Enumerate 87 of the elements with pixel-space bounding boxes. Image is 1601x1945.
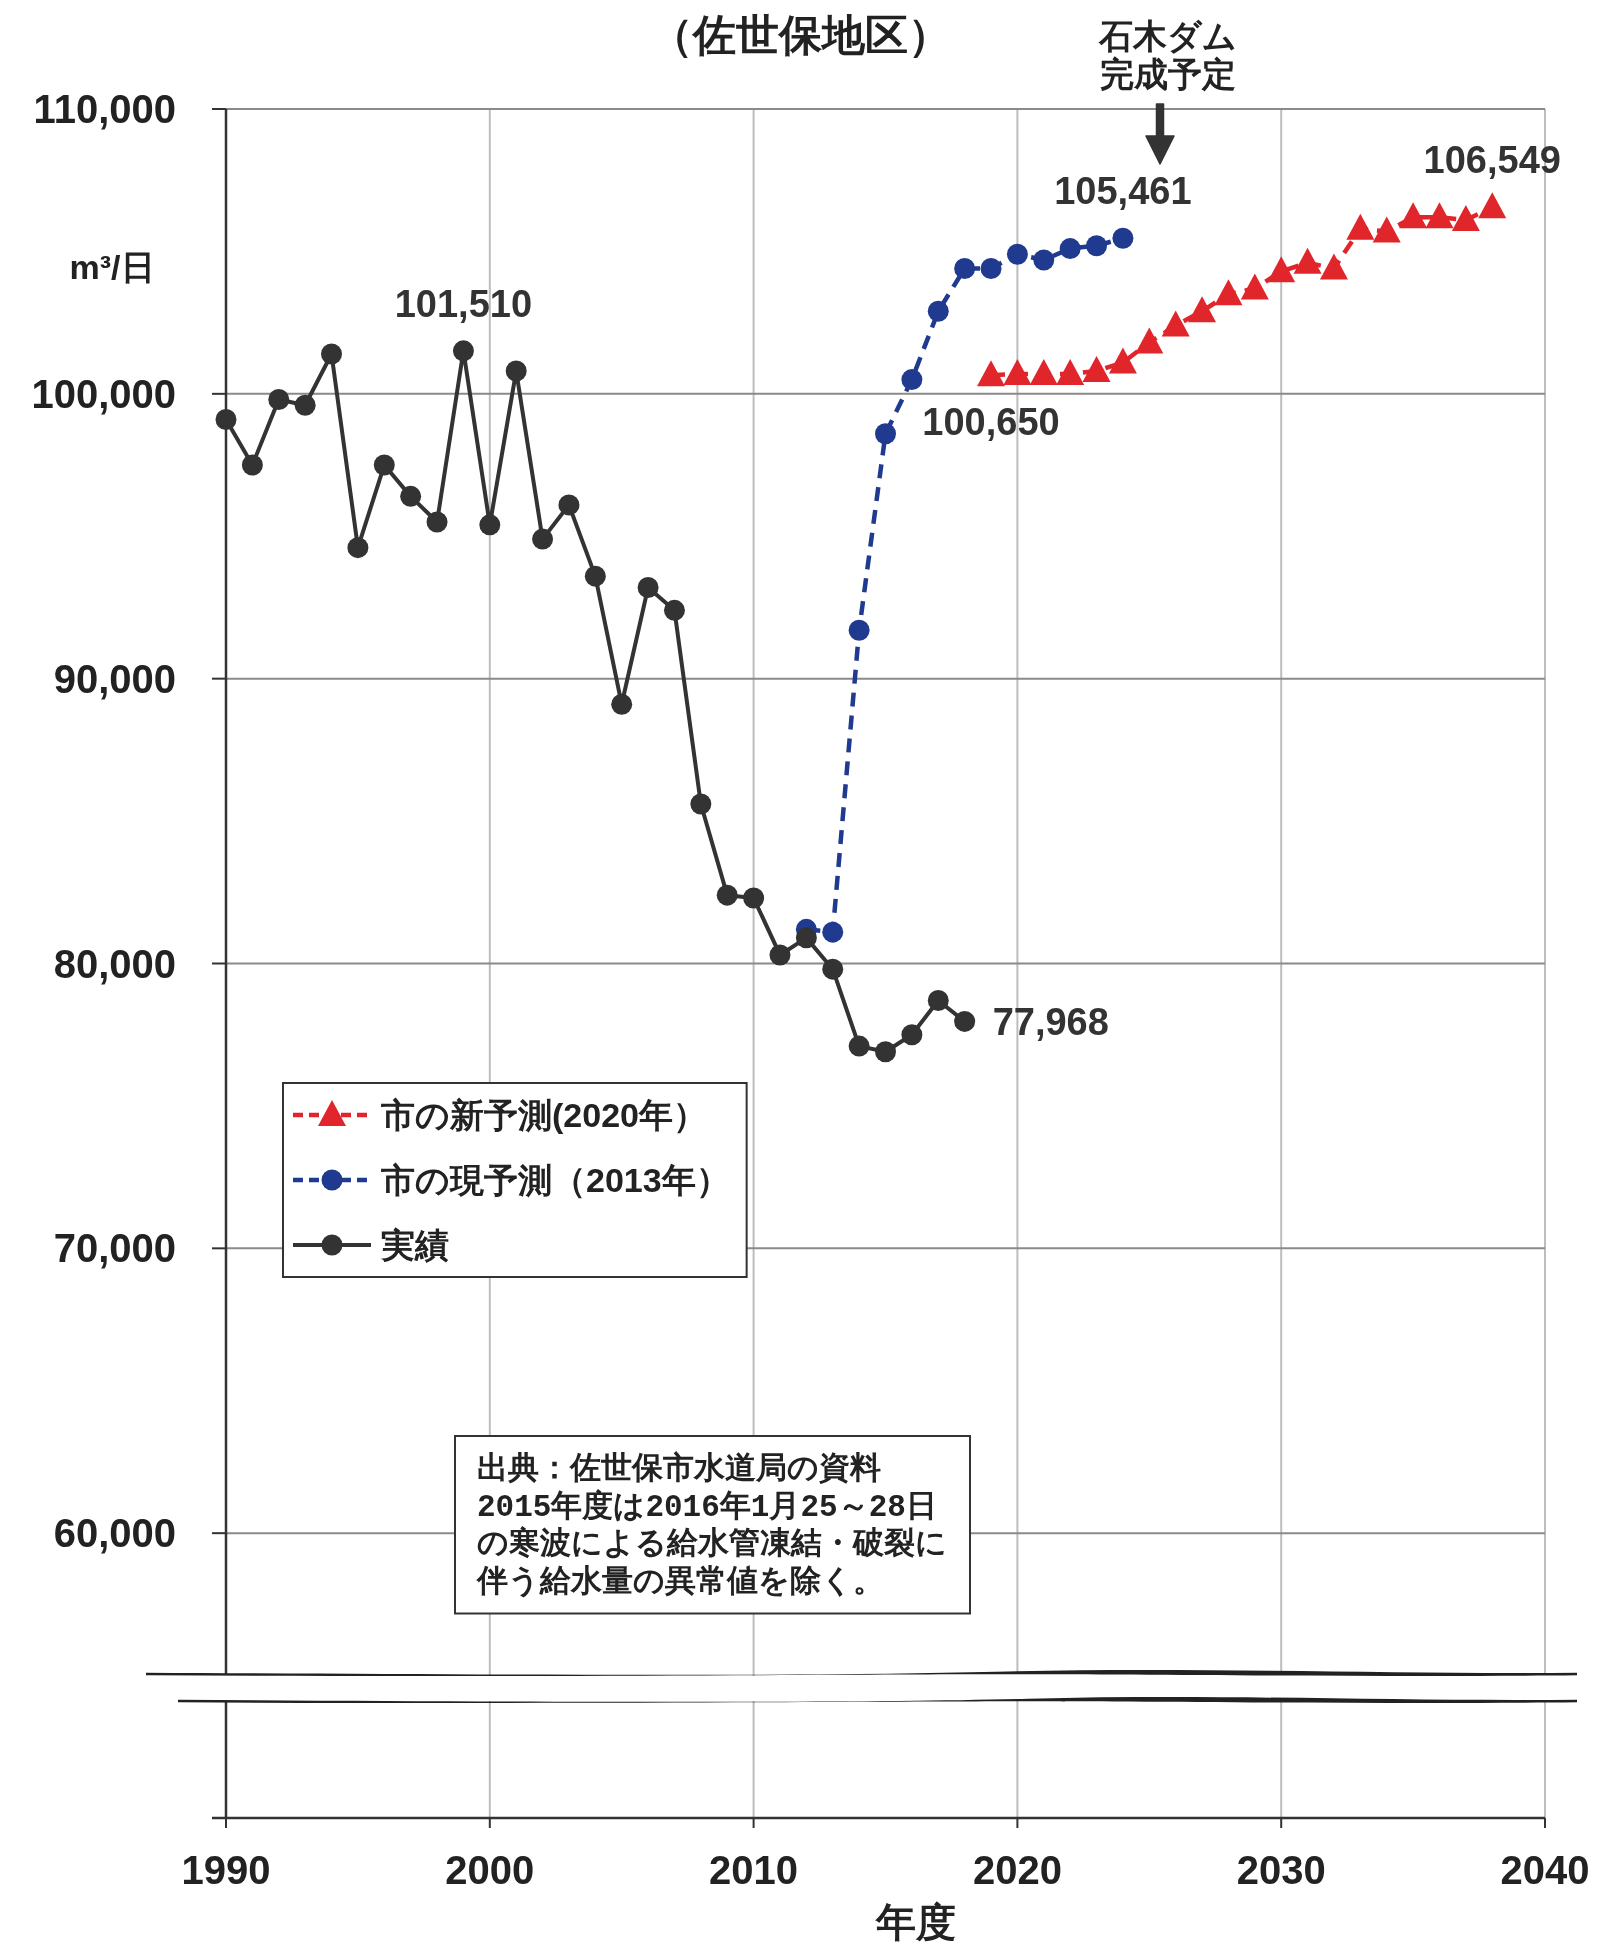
point: [321, 343, 343, 365]
x-tick-label: 1990: [181, 1848, 271, 1892]
y-axis-title: m³/日: [69, 248, 155, 286]
point: [611, 693, 633, 715]
point: [505, 360, 527, 382]
point: [954, 258, 976, 280]
point: [1451, 205, 1480, 232]
point: [769, 944, 791, 966]
legend-label: 市の現予測（2013年）: [380, 1161, 730, 1199]
point: [1059, 238, 1081, 260]
x-axis-title: 年度: [874, 1900, 956, 1944]
point: [927, 990, 949, 1012]
point: [532, 528, 554, 550]
point: [426, 511, 448, 533]
point: [848, 1035, 870, 1057]
point: [1029, 358, 1058, 385]
point: [1293, 247, 1322, 274]
point: [954, 1010, 976, 1032]
x-tick-label: 2040: [1500, 1848, 1590, 1892]
point: [980, 258, 1002, 280]
point: [400, 485, 422, 507]
point: [1086, 235, 1108, 257]
x-tick-label: 2020: [972, 1848, 1062, 1892]
text: 石木ダム完成予定: [1098, 17, 1237, 93]
point: [848, 619, 870, 641]
data-label: 101,510: [394, 282, 533, 325]
x-tick-label: 2030: [1236, 1848, 1326, 1892]
point: [1056, 358, 1085, 385]
annotation: 出典：佐世保市水道局の資料: [477, 1451, 881, 1487]
data-label: 105,461: [1054, 170, 1192, 213]
point: [1188, 296, 1217, 323]
point: [690, 793, 712, 815]
point: [822, 921, 844, 943]
point: [1399, 202, 1428, 229]
point: [1346, 213, 1375, 240]
point: [1135, 327, 1164, 354]
point: [663, 599, 685, 621]
point: [901, 1024, 923, 1046]
point: [373, 454, 395, 476]
point: [795, 927, 817, 949]
point: [1108, 347, 1137, 374]
point: [1112, 227, 1134, 249]
point: [1319, 253, 1348, 280]
point: [1478, 192, 1507, 219]
point: [1214, 279, 1243, 306]
point: [1006, 243, 1028, 265]
point: [584, 565, 606, 587]
point: [743, 887, 765, 909]
point: [1425, 202, 1454, 229]
chart-title: （佐世保地区）: [650, 11, 951, 59]
y-tick-label: 100,000: [31, 371, 176, 416]
data-label: 100,650: [922, 401, 1060, 444]
y-tick-label: 90,000: [53, 656, 176, 701]
legend-label: 実績: [380, 1226, 449, 1264]
annotation: 2015年度は2016年1月25～28日の寒波による給水管凍結・破裂に伴う給水量の異常値を除く。: [476, 1487, 947, 1600]
y-tick-label: 70,000: [53, 1226, 176, 1271]
data-label: 77,968: [992, 1001, 1109, 1044]
point: [294, 394, 316, 416]
point: [1003, 358, 1032, 385]
point: [901, 369, 923, 391]
point: [875, 423, 896, 445]
point: [558, 494, 580, 516]
legend-label: 市の新予測(2020年）: [380, 1096, 707, 1134]
y-tick-label: 60,000: [53, 1511, 176, 1556]
point: [977, 360, 1006, 387]
point: [1082, 356, 1111, 383]
point: [268, 389, 290, 411]
y-tick-label: 110,000: [33, 87, 176, 131]
point: [452, 340, 474, 362]
point: [1372, 216, 1401, 243]
point: [479, 514, 501, 536]
point: [347, 537, 369, 559]
point: [927, 300, 949, 322]
point: [716, 884, 738, 906]
point: [1033, 249, 1055, 271]
point: [215, 408, 237, 430]
point: [637, 577, 659, 599]
point: [1267, 256, 1296, 283]
x-tick-label: 2000: [445, 1848, 535, 1892]
point: [822, 958, 844, 980]
y-tick-label: 80,000: [53, 941, 176, 986]
point: [241, 454, 263, 476]
data-label: 106,549: [1423, 139, 1561, 182]
point: [1161, 310, 1190, 337]
point: [875, 1041, 896, 1063]
x-tick-label: 2010: [709, 1848, 799, 1892]
point: [1240, 273, 1269, 300]
